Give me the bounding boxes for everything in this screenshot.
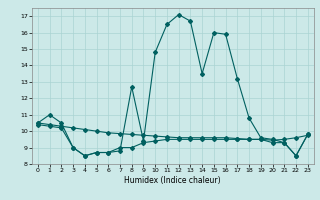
X-axis label: Humidex (Indice chaleur): Humidex (Indice chaleur) xyxy=(124,176,221,185)
